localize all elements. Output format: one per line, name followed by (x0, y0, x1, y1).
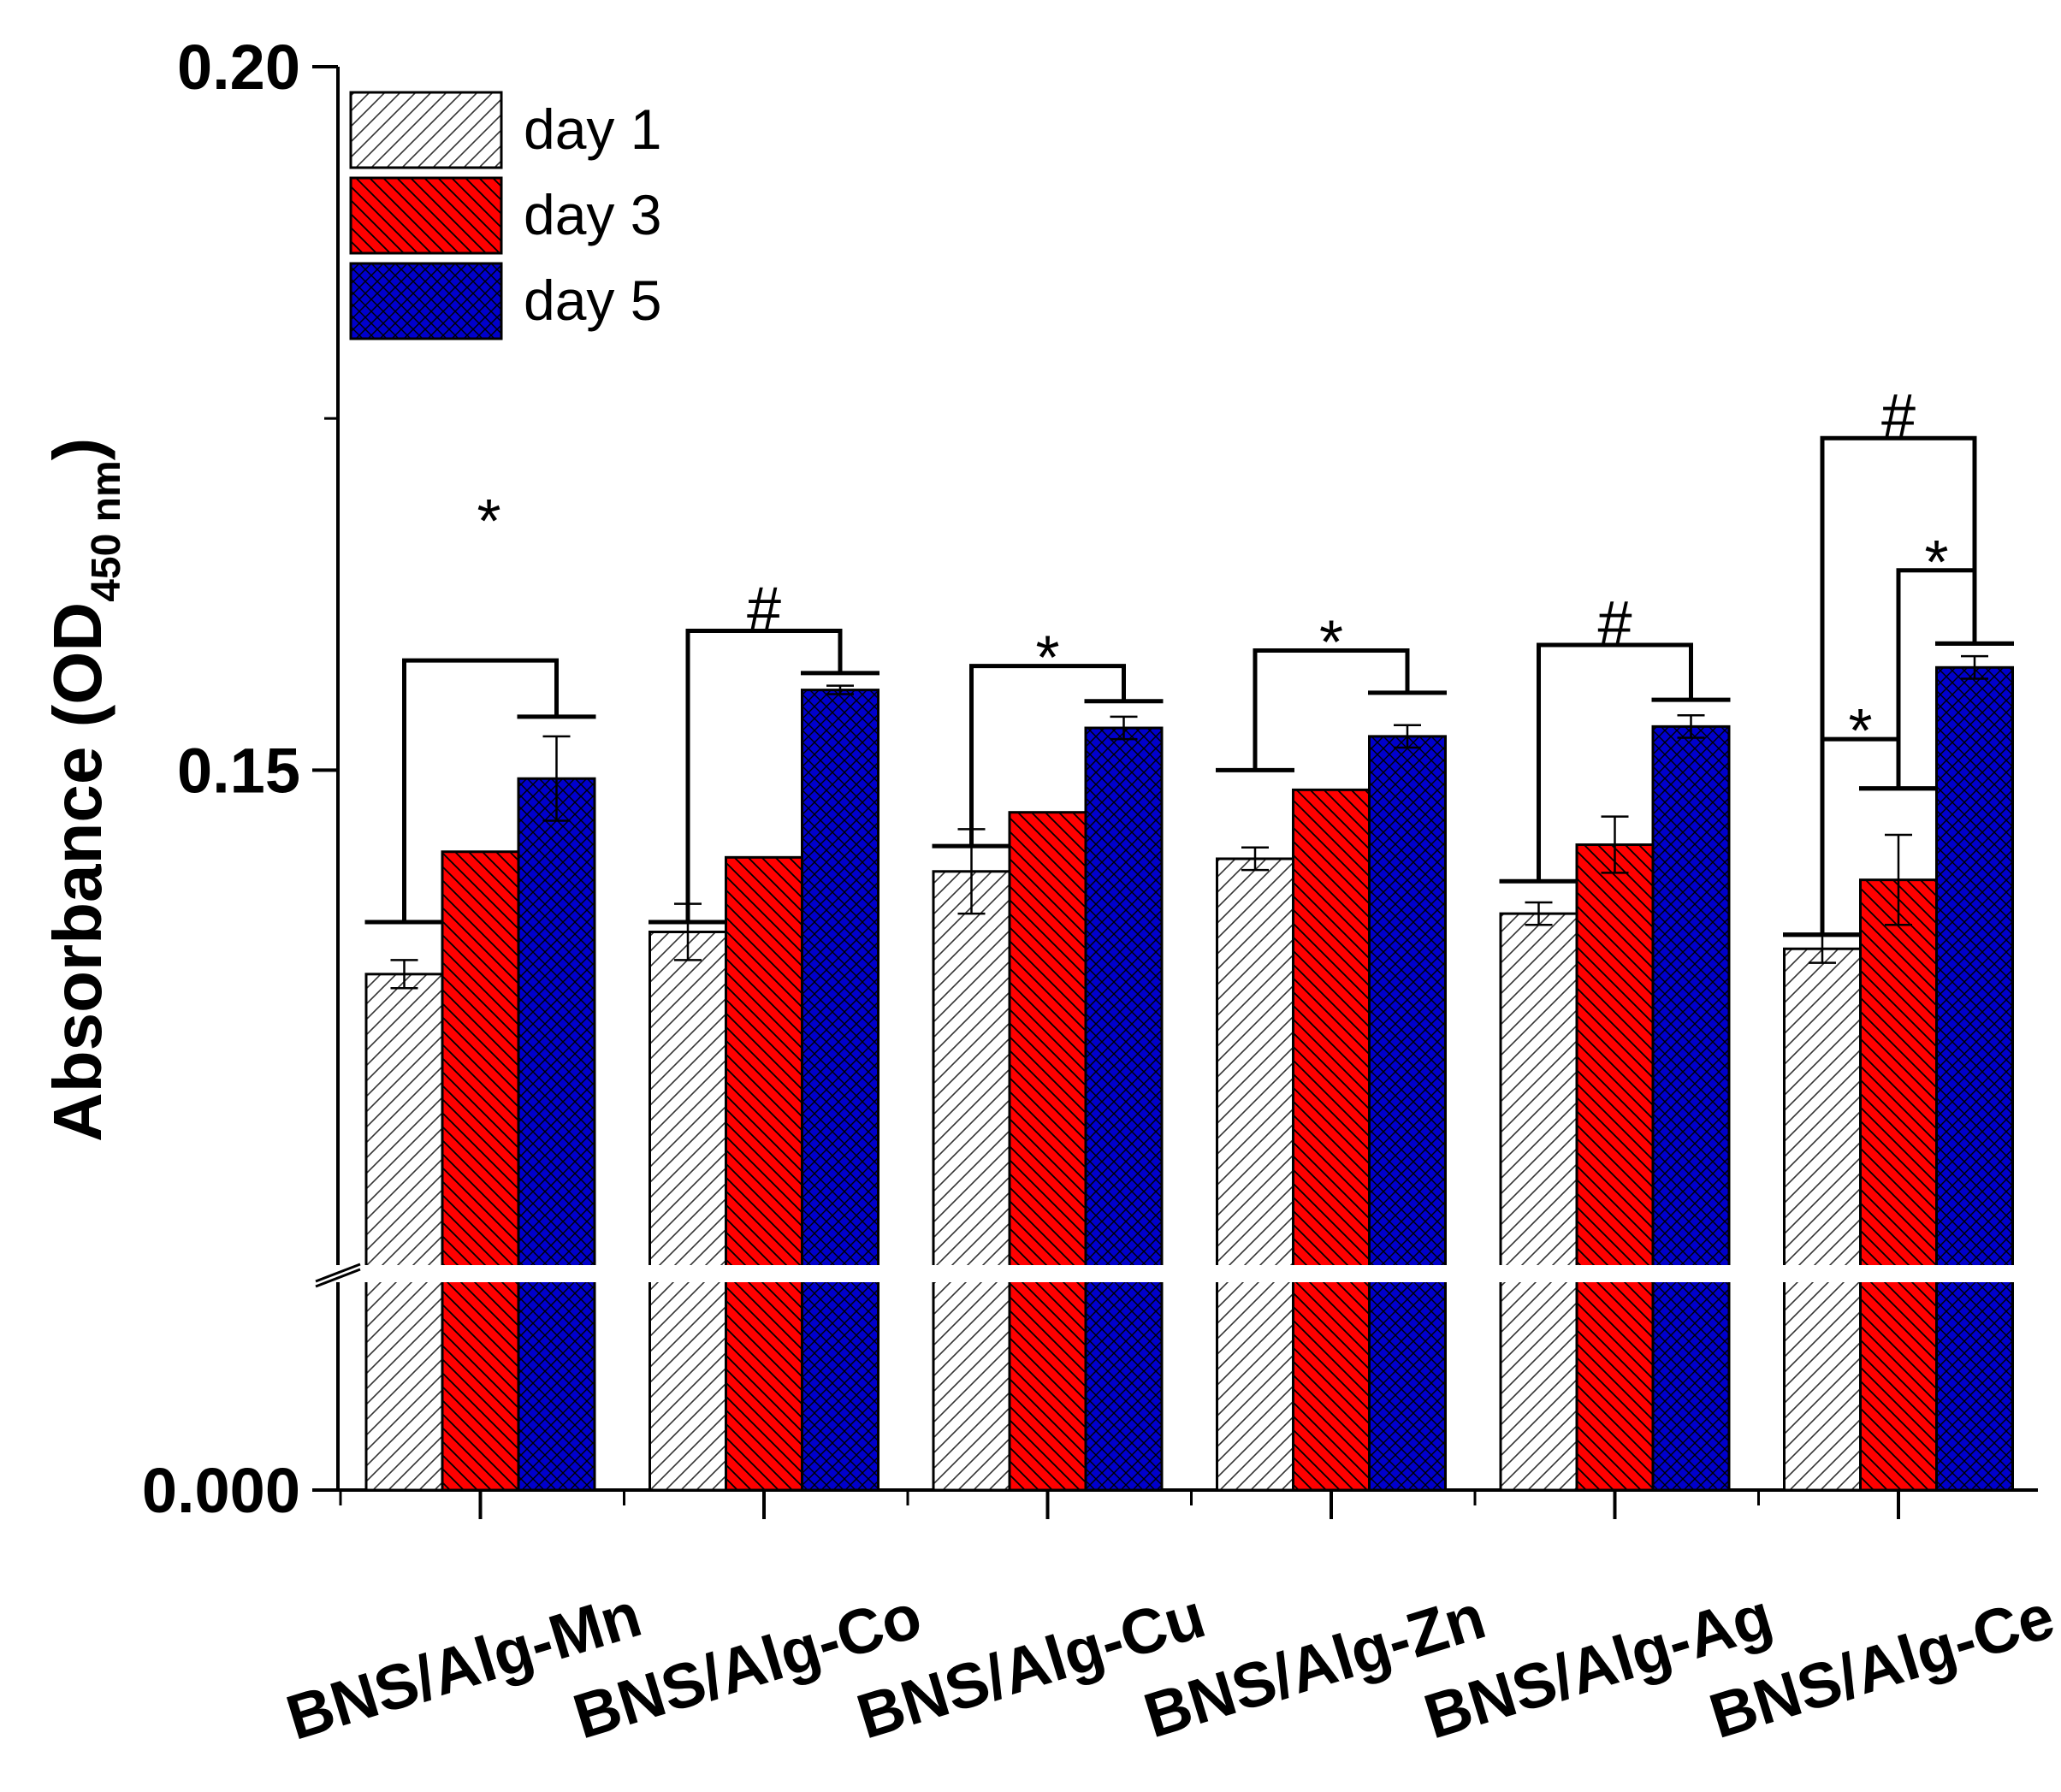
axis-break (312, 1263, 2038, 1288)
significance-brackets: * # * * # # * * (364, 382, 2014, 937)
sig-bracket-4 (1537, 642, 1693, 882)
bar-day-3-0 (441, 850, 520, 1492)
error-bars (390, 654, 1988, 990)
axis-break-band (312, 1265, 2038, 1282)
bar-day-3-2 (1008, 811, 1087, 1492)
x-tick-labels: BNS/Alg-MnBNS/Alg-CoBNS/Alg-CuBNS/Alg-Zn… (279, 1490, 2061, 1754)
legend-label-2: day 5 (524, 269, 661, 332)
y-axis-label-subscript: 450 nm (84, 460, 129, 601)
legend-swatch-2 (349, 262, 503, 340)
axes (336, 67, 2038, 1492)
sig-bracket-6 (1896, 568, 1977, 789)
legend-label-0: day 1 (524, 98, 661, 161)
bar-day-5-0 (517, 777, 596, 1492)
y-axis-label: Absorbance (OD450 nm) (39, 438, 129, 1142)
bar-day-5-1 (801, 689, 879, 1492)
bar-day-5-4 (1651, 724, 1731, 1492)
bar-day-5-2 (1084, 726, 1164, 1492)
sig-label-3: * (1319, 609, 1343, 677)
sig-label-5: # (1881, 382, 1916, 451)
sig-bracket-7 (1820, 736, 1901, 935)
bar-day-1-5 (1783, 947, 1862, 1492)
y-ticks: 0.000 0.15 0.20 (142, 32, 338, 1526)
sig-label-4: # (1597, 589, 1632, 658)
sig-bracket-0 (402, 658, 559, 922)
sig-label-7: * (1848, 697, 1872, 766)
bar-day-1-1 (649, 930, 727, 1492)
bars (364, 665, 2014, 1492)
legend-swatch-1 (349, 176, 503, 255)
bar-day-3-1 (725, 855, 803, 1492)
sig-label-1: # (747, 576, 781, 644)
bar-day-3-3 (1292, 788, 1371, 1492)
bar-day-5-5 (1935, 665, 2014, 1492)
legend-swatch-0 (349, 91, 503, 169)
sig-bracket-2 (969, 664, 1126, 847)
y-tick-label-0: 0.000 (142, 1455, 300, 1526)
bar-day-1-3 (1216, 857, 1294, 1492)
bar-day-1-4 (1499, 912, 1578, 1492)
sig-label-0: * (477, 488, 500, 556)
y-axis-label-close: ) (39, 438, 115, 461)
sig-label-6: * (1924, 529, 1948, 597)
axis-break-mark-lower (315, 1268, 361, 1288)
legend: day 1 day 3 day 5 (349, 91, 661, 340)
bar-day-1-2 (932, 870, 1011, 1492)
sig-bracket-5 (1820, 435, 1977, 935)
axis-break-mark-upper (315, 1263, 361, 1283)
sig-bracket-1 (685, 629, 843, 922)
legend-label-1: day 3 (524, 183, 661, 246)
y-tick-label-2: 0.20 (177, 32, 300, 103)
sig-label-2: * (1035, 624, 1059, 693)
bar-day-3-5 (1859, 878, 1938, 1492)
y-tick-label-1: 0.15 (177, 735, 300, 806)
bar-day-5-3 (1368, 735, 1447, 1492)
bar-day-3-4 (1575, 843, 1655, 1492)
y-axis-label-main: Absorbance (OD (39, 602, 115, 1142)
bar-day-1-0 (364, 973, 444, 1492)
sig-bracket-3 (1253, 648, 1410, 771)
